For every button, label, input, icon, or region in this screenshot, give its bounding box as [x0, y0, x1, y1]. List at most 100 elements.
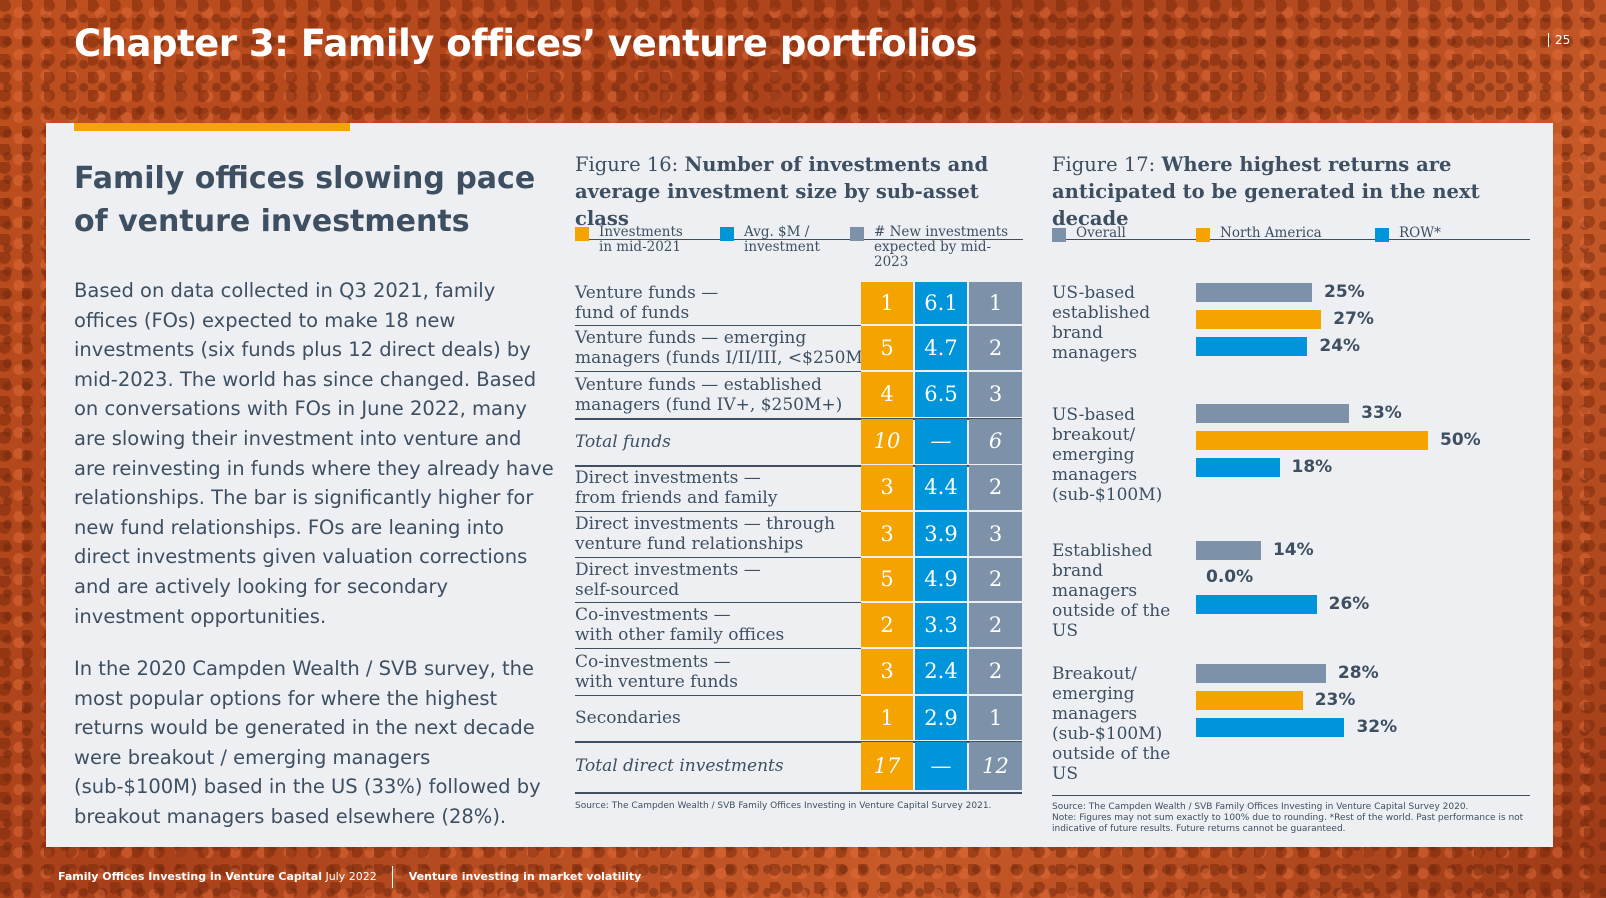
- legend-swatch-orange: [575, 227, 589, 241]
- cell-avg-size: 4.7: [915, 326, 967, 370]
- table-row: Venture funds — fund of funds 1 6.1 1: [575, 282, 1022, 326]
- row-divider: [575, 648, 861, 649]
- cell-investments: 3: [861, 465, 913, 510]
- page-number: 25: [1548, 33, 1570, 47]
- bar-overall: [1196, 541, 1261, 560]
- table-row: Direct investments — from friends and fam…: [575, 465, 1022, 512]
- cell-new-investments: 1: [969, 282, 1022, 324]
- legend-swatch-gray: [850, 227, 864, 241]
- cell-new-investments: 2: [969, 326, 1022, 370]
- cell-investments: 5: [861, 558, 913, 601]
- cell-avg-size: 4.4: [915, 465, 967, 510]
- table-row: Venture funds — emerging managers (funds …: [575, 326, 1022, 372]
- table-row: Venture funds — established managers (fun…: [575, 372, 1022, 420]
- data-label: 26%: [1328, 594, 1370, 614]
- cell-investments: 3: [861, 649, 913, 694]
- bar-overall: [1196, 283, 1312, 302]
- table-row: Co-investments — with other family office…: [575, 603, 1022, 649]
- bar-row: [1196, 458, 1280, 477]
- bar-overall: [1196, 664, 1326, 683]
- figure-16-title: Figure 16: Number of investments and ave…: [575, 151, 1023, 240]
- cell-avg-size: —: [915, 419, 967, 464]
- data-label: 28%: [1337, 663, 1379, 683]
- data-label: 0.0%: [1206, 567, 1254, 587]
- data-label: 32%: [1356, 717, 1398, 737]
- row-divider: [575, 371, 861, 372]
- category-label: US-based established brand managers: [1052, 283, 1151, 363]
- bar-north-america: [1196, 431, 1428, 450]
- row-label: Venture funds — fund of funds: [575, 283, 719, 323]
- cell-investments: 17: [861, 742, 913, 790]
- table-total-row: Total funds 10—6: [575, 419, 1022, 467]
- table-bottom-rule: [575, 792, 1022, 794]
- legend-label: ROW*: [1399, 225, 1441, 241]
- cell-new-investments: 2: [969, 465, 1022, 510]
- cell-avg-size: 3.3: [915, 603, 967, 647]
- legend-label: # New investments expected by mid-2023: [874, 224, 1009, 270]
- bar-north-america: [1196, 310, 1322, 329]
- footer-report-title: Family Offices Investing in Venture Capi…: [58, 870, 322, 883]
- data-label: 18%: [1291, 457, 1333, 477]
- legend-label: Overall: [1076, 225, 1126, 241]
- data-label: 27%: [1333, 309, 1374, 329]
- footer-divider: [392, 866, 394, 888]
- accent-bar: [74, 123, 350, 131]
- footer: Family Offices Investing in Venture Capi…: [58, 866, 641, 888]
- figure-16-source: Source: The Campden Wealth / SVB Family …: [575, 801, 992, 811]
- cell-investments: 2: [861, 603, 913, 647]
- row-divider: [575, 557, 861, 558]
- cell-avg-size: 2.9: [915, 696, 967, 740]
- row-divider: [575, 695, 861, 696]
- cell-new-investments: 3: [969, 512, 1022, 556]
- row-divider: [575, 511, 861, 512]
- legend-swatch-gray: [1052, 228, 1066, 242]
- figure-16-prefix: Figure 16:: [575, 153, 685, 176]
- legend-label: Investments in mid-2021: [599, 224, 683, 255]
- figure-17-note: Note: Figures may not sum exactly to 100…: [1052, 813, 1524, 834]
- category-label: Established brand managers outside of th…: [1052, 541, 1171, 641]
- footer-date: July 2022: [325, 870, 377, 883]
- table-row: Direct investments — through venture fund…: [575, 512, 1022, 558]
- footer-section: Venture investing in market volatility: [408, 870, 642, 883]
- figure-17-source: Source: The Campden Wealth / SVB Family …: [1052, 795, 1530, 835]
- table-row: Co-investments — with venture funds 3 2.4 2: [575, 649, 1022, 696]
- row-label: Total funds: [575, 431, 671, 452]
- table-row: Secondaries 1 2.9 1: [575, 696, 1022, 743]
- cell-avg-size: 2.4: [915, 649, 967, 694]
- data-label: 14%: [1272, 540, 1314, 560]
- figure-17-prefix: Figure 17:: [1052, 153, 1162, 176]
- cell-investments: 10: [861, 419, 913, 464]
- cell-investments: 4: [861, 372, 913, 417]
- cell-avg-size: 3.9: [915, 512, 967, 556]
- legend-swatch-orange: [1196, 228, 1210, 242]
- row-label: Direct investments — self-sourced: [575, 559, 761, 600]
- data-label: 25%: [1324, 282, 1365, 302]
- row-divider: [575, 602, 861, 603]
- cell-new-investments: 3: [969, 372, 1022, 417]
- row-divider: [575, 325, 861, 326]
- cell-new-investments: 2: [969, 649, 1022, 694]
- bar-north-america: [1196, 691, 1303, 710]
- data-label: 23%: [1314, 690, 1356, 710]
- category-label: US-based breakout/ emerging managers (su…: [1052, 405, 1163, 505]
- cell-avg-size: —: [915, 742, 967, 790]
- page-title: Chapter 3: Family offices’ venture portf…: [74, 22, 978, 65]
- data-label: 24%: [1319, 336, 1361, 356]
- body-paragraph-1: Based on data collected in Q3 2021, fami…: [74, 279, 554, 628]
- data-label: 50%: [1440, 430, 1481, 450]
- legend-label: Avg. $M / investment: [744, 224, 820, 255]
- bar-overall: [1196, 404, 1350, 423]
- row-label: Total direct investments: [575, 756, 784, 776]
- row-label: Venture funds — established managers (fun…: [575, 374, 843, 415]
- cell-avg-size: 4.9: [915, 558, 967, 601]
- data-label: 33%: [1361, 403, 1402, 423]
- cell-new-investments: 12: [969, 742, 1022, 790]
- cell-investments: 1: [861, 696, 913, 740]
- row-divider: [575, 418, 1022, 420]
- cell-avg-size: 6.1: [915, 282, 967, 324]
- bar-row: [1196, 718, 1345, 737]
- cell-investments: 3: [861, 512, 913, 556]
- bar-row: [1196, 337, 1308, 356]
- figure-17-heading: Where highest returns are anticipated to…: [1052, 153, 1480, 230]
- figure-17-title: Figure 17: Where highest returns are ant…: [1052, 151, 1530, 240]
